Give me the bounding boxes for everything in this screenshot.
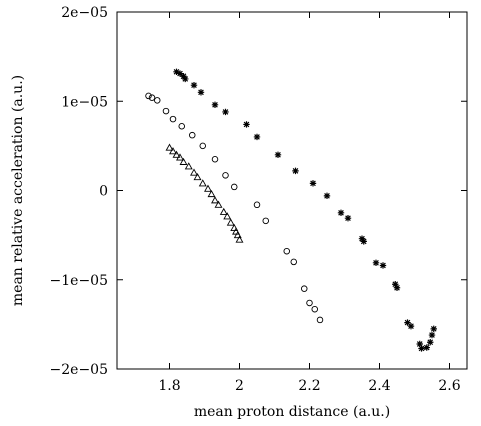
y-tick-label: 0 [99,184,108,200]
asterisk-marker [372,259,380,266]
triangle-marker [223,212,232,220]
y-tick-label: −2e−05 [50,362,108,378]
asterisk-marker [243,121,250,128]
circle-marker [316,316,324,324]
asterisk-marker [337,209,345,217]
triangle-marker [204,184,212,192]
series-triangle [165,143,244,243]
asterisk-marker [392,281,399,288]
asterisk-marker [358,235,366,242]
asterisk-marker [416,340,423,348]
asterisk-marker [180,73,187,80]
asterisk-marker [360,238,367,245]
asterisk-marker [253,133,261,141]
x-tick-label: 1.8 [158,378,180,394]
circle-marker [211,156,219,163]
triangle-marker [184,162,193,170]
circle-marker [153,97,161,104]
circle-marker [311,305,319,313]
asterisk-marker [176,70,184,77]
circle-marker [253,201,261,209]
asterisk-marker [190,81,198,89]
y-axis-ticks: −2e−05 −1e−05 0 1e−05 2e−05 [50,5,467,378]
asterisk-marker [428,331,436,339]
asterisk-marker [211,101,219,109]
x-tick-label: 2.4 [368,378,390,394]
circle-marker [283,247,291,255]
triangle-marker [198,179,207,187]
circle-marker [148,94,156,101]
circle-marker [145,92,152,100]
series-circle [145,92,324,324]
data-markers [145,68,437,352]
plot-area [116,11,468,370]
asterisk-marker [197,89,205,96]
triangle-marker [211,196,219,204]
circle-marker [178,122,185,130]
circle-marker [301,285,308,292]
triangle-marker [179,157,188,165]
triangle-marker [172,150,181,158]
circle-marker [169,115,177,123]
asterisk-marker [292,167,299,175]
asterisk-marker [404,319,411,326]
triangle-marker [214,200,223,208]
circle-marker [306,299,313,307]
y-tick-label: 1e−05 [61,94,108,110]
circle-marker [230,183,238,191]
asterisk-marker [430,325,437,333]
asterisk-marker [379,262,387,269]
circle-marker [188,131,196,139]
triangle-marker [235,235,244,243]
asterisk-marker [222,108,229,116]
y-axis-label: mean relative acceleration (a.u.) [10,75,26,306]
asterisk-marker [309,180,317,187]
x-tick-label: 2.2 [298,378,320,394]
triangle-marker [169,147,177,155]
asterisk-marker [323,192,331,200]
triangle-marker [230,223,239,231]
series-asterisk [173,68,437,352]
asterisk-marker [173,68,180,75]
x-axis-label: mean proton distance (a.u.) [194,404,390,420]
circle-marker [199,142,206,150]
asterisk-marker [423,344,430,351]
asterisk-marker [393,284,401,291]
y-tick-label: 2e−05 [61,5,108,21]
asterisk-marker [344,214,352,222]
x-tick-label: 2 [235,378,244,394]
asterisk-marker [182,75,189,83]
circle-marker [262,217,270,225]
circle-marker [162,107,170,115]
triangle-marker [190,168,198,176]
x-axis-ticks: 1.8 2 2.2 2.4 2.6 [158,12,461,394]
x-tick-label: 2.6 [438,378,460,394]
y-tick-label: −1e−05 [50,273,108,289]
triangle-marker [226,218,235,226]
asterisk-marker [418,345,425,352]
asterisk-marker [274,151,282,158]
circle-marker [222,172,229,179]
triangle-marker [207,189,216,198]
triangle-marker [193,172,202,181]
circle-marker [290,258,298,266]
triangle-marker [176,153,184,161]
triangle-marker [232,227,240,235]
asterisk-marker [427,339,434,346]
triangle-marker [219,207,228,215]
triangle-marker [165,143,174,151]
asterisk-marker [407,322,415,330]
triangle-marker [233,230,242,239]
